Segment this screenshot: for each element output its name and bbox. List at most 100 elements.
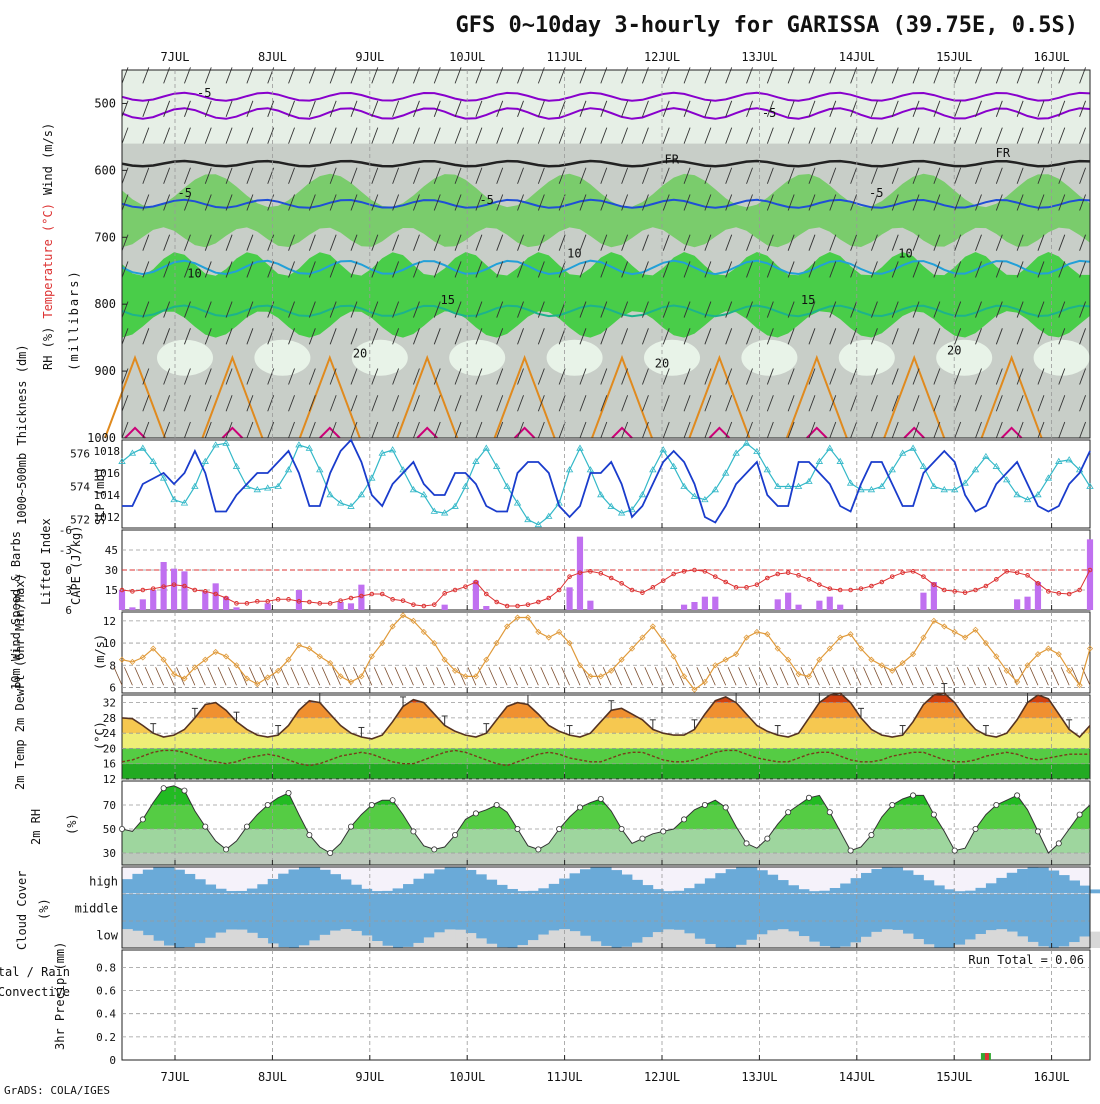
cape-bar xyxy=(1014,599,1020,610)
date-label-bottom: 7JUL xyxy=(161,1070,190,1084)
cloud-high-cell xyxy=(1017,869,1028,893)
precip-frame xyxy=(122,950,1090,1060)
rh-dry-patch xyxy=(644,340,700,376)
cloud-low-cell xyxy=(153,941,164,948)
date-label-top: 8JUL xyxy=(258,50,287,64)
cloud-high-cell xyxy=(1038,868,1049,894)
cloud-high-cell xyxy=(351,885,362,894)
date-label-bottom: 13JUL xyxy=(741,1070,777,1084)
rh-point xyxy=(119,826,124,831)
upper-air-axis-text: RH (%)Temperature (°C)Wind (m/s) xyxy=(41,123,55,370)
rh-dry-patch xyxy=(741,340,797,376)
surface-wind-barb xyxy=(572,667,580,685)
precip-convective-bar xyxy=(985,1053,989,1060)
cloud-low-cell xyxy=(1028,942,1039,948)
thickness-tick-label: 572 xyxy=(70,514,90,527)
cloud-high-cell xyxy=(413,879,424,894)
cloud-row xyxy=(122,894,1090,921)
surface-wind-barb xyxy=(322,667,330,685)
rh-dry-patch xyxy=(254,340,310,376)
rh-point xyxy=(848,848,853,853)
cape-bar xyxy=(566,587,572,610)
slp-tick-label: 1018 xyxy=(94,445,121,458)
rh-tick-label: 50 xyxy=(103,823,116,836)
rh-axis-label: 2m RH xyxy=(29,809,43,845)
pressure-tick-label: 700 xyxy=(94,230,116,244)
cloud-low-cell xyxy=(236,930,247,948)
surface-wind-barb xyxy=(843,667,851,685)
credit-text: GrADS: COLA/IGES xyxy=(4,1084,110,1097)
cloud-low-cell xyxy=(351,931,362,948)
surface-wind-barb xyxy=(405,667,413,685)
cloud-low-cell xyxy=(799,936,810,948)
surface-wind-barb xyxy=(166,667,174,685)
surface-wind-barb xyxy=(770,667,778,685)
isotherm-label: FR xyxy=(996,146,1011,160)
rh-band xyxy=(122,781,1090,805)
cloud-high-cell xyxy=(320,870,331,893)
rh-point xyxy=(661,829,666,834)
surface-wind-barb xyxy=(780,667,788,685)
cloud-axis-label: Cloud Cover xyxy=(15,871,29,950)
cloud-high-cell xyxy=(642,885,653,893)
surface-wind-barb xyxy=(968,667,976,685)
date-label-top: 9JUL xyxy=(355,50,384,64)
cloud-low-cell xyxy=(903,934,914,948)
cloud-high-cell xyxy=(840,883,851,893)
cloud-low-cell xyxy=(913,939,924,948)
cloud-high-cell xyxy=(913,875,924,893)
cloud-low-cell xyxy=(965,939,976,948)
cloud-low-cell xyxy=(705,944,716,948)
cloud-low-cell xyxy=(226,929,237,948)
rh-point xyxy=(452,832,457,837)
thickness-line xyxy=(122,443,1090,524)
cloud-low-cell xyxy=(892,930,903,948)
date-label-bottom: 11JUL xyxy=(547,1070,583,1084)
rh-point xyxy=(557,826,562,831)
cloud-low-cell xyxy=(372,941,383,948)
cloud-level-label: low xyxy=(96,929,118,943)
cloud-low-cell xyxy=(632,943,643,948)
surface-wind-barb xyxy=(208,667,216,685)
rh-point xyxy=(369,802,374,807)
surface-wind-barb xyxy=(988,667,996,685)
surface-wind-barb xyxy=(218,667,226,685)
precip-tick-label: 0 xyxy=(109,1054,116,1067)
date-label-top: 14JUL xyxy=(839,50,875,64)
cloud-low-cell xyxy=(767,930,778,948)
surface-wind-barb xyxy=(791,667,799,685)
rh-point xyxy=(806,795,811,800)
rh-unit-label: (%) xyxy=(65,813,79,835)
surface-wind-barb xyxy=(624,667,632,685)
cloud-high-cell xyxy=(1080,886,1091,894)
rh-point xyxy=(619,826,624,831)
cloud-high-cell xyxy=(278,874,289,894)
date-label-bottom: 9JUL xyxy=(355,1070,384,1084)
rh-point xyxy=(307,832,312,837)
isotherm-label: 10 xyxy=(567,246,581,260)
date-label-bottom: 16JUL xyxy=(1034,1070,1070,1084)
cloud-high-cell xyxy=(715,873,726,893)
cloud-low-cell xyxy=(882,929,893,948)
cloud-low-cell xyxy=(216,933,227,948)
cloud-low-cell xyxy=(257,938,268,948)
surface-wind-barb xyxy=(551,667,559,685)
surface-wind-barb xyxy=(614,667,622,685)
cape-bar xyxy=(150,590,156,610)
rh-band xyxy=(122,805,1090,829)
cloud-low-cell xyxy=(549,930,560,948)
cloud-low-cell xyxy=(861,937,872,948)
cloud-high-cell xyxy=(236,891,247,893)
cloud-high-cell xyxy=(174,870,185,894)
thickness-axis-label: 1000~500mb Thickness (dm) xyxy=(15,344,29,525)
cloud-low-cell xyxy=(570,931,581,948)
rh-point xyxy=(681,817,686,822)
cape-axis-label: CAPE (J/kg) xyxy=(69,526,83,605)
surface-wind-barb xyxy=(1009,667,1017,685)
cloud-high-cell xyxy=(476,874,487,893)
rh-dry-patch xyxy=(1034,340,1090,376)
cloud-high-cell xyxy=(195,879,206,893)
cloud-low-cell xyxy=(434,932,445,948)
cloud-high-cell xyxy=(341,879,352,893)
